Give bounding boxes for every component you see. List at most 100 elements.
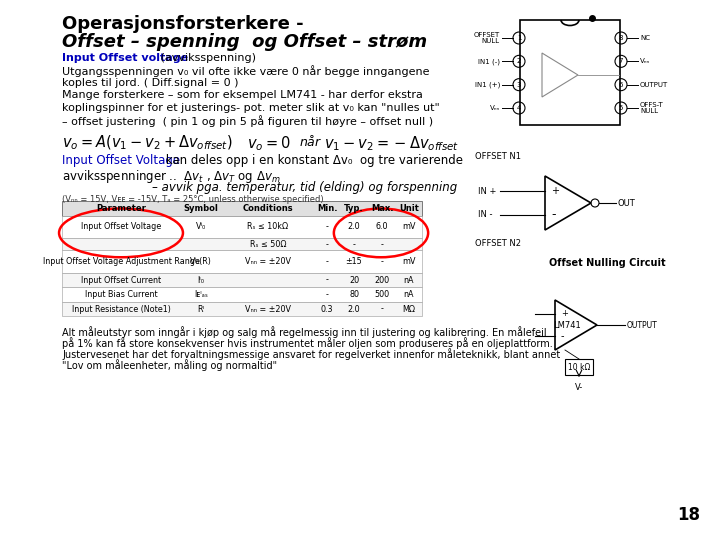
Text: Conditions: Conditions <box>243 204 293 213</box>
Text: (avviksspenning): (avviksspenning) <box>157 53 256 63</box>
Text: Justervesenet har det forvaltningsmessige ansvaret for regelverket innenfor måle: Justervesenet har det forvaltningsmessig… <box>62 348 560 360</box>
Text: Vₙₙ = ±20V: Vₙₙ = ±20V <box>245 257 291 266</box>
Text: IN1 (-): IN1 (-) <box>478 58 500 65</box>
Text: – offset justering  ( pin 1 og pin 5 på figuren til høyre – offset null ): – offset justering ( pin 1 og pin 5 på f… <box>62 116 433 127</box>
Text: ±15: ±15 <box>346 257 362 266</box>
Text: 3: 3 <box>517 82 521 87</box>
Text: Vᴵ₀: Vᴵ₀ <box>196 222 206 231</box>
Text: -: - <box>381 257 384 266</box>
Text: -: - <box>561 331 564 341</box>
Text: -: - <box>325 290 328 299</box>
Text: Typ.: Typ. <box>344 204 364 213</box>
Text: +: + <box>551 186 559 196</box>
Text: Rₛ ≤ 10kΩ: Rₛ ≤ 10kΩ <box>248 222 289 231</box>
Text: V-: V- <box>575 383 583 392</box>
FancyBboxPatch shape <box>62 201 422 215</box>
Text: Iᴵ₀: Iᴵ₀ <box>197 275 204 285</box>
Text: Input Resistance (Note1): Input Resistance (Note1) <box>71 305 171 314</box>
Text: IN1 (+): IN1 (+) <box>474 82 500 88</box>
Text: -: - <box>353 240 356 248</box>
FancyBboxPatch shape <box>62 215 422 238</box>
Text: IN +: IN + <box>478 187 496 195</box>
Text: -: - <box>381 240 384 248</box>
FancyBboxPatch shape <box>62 287 422 302</box>
Text: 4: 4 <box>517 105 521 111</box>
Text: MΩ: MΩ <box>402 305 415 314</box>
Text: Unit: Unit <box>399 204 419 213</box>
Text: Iᴇᴵₐₛ: Iᴇᴵₐₛ <box>194 290 208 299</box>
Text: -: - <box>551 208 556 221</box>
Text: OUT: OUT <box>618 199 636 207</box>
Text: 2: 2 <box>517 58 521 64</box>
Text: 7: 7 <box>618 58 624 64</box>
Text: Input Offset Current: Input Offset Current <box>81 275 161 285</box>
Text: Parameter: Parameter <box>96 204 146 213</box>
Text: Rₛ ≤ 50Ω: Rₛ ≤ 50Ω <box>250 240 287 248</box>
Text: 500: 500 <box>374 290 390 299</box>
Text: 6: 6 <box>618 82 624 87</box>
Text: Vᴵ₀(R): Vᴵ₀(R) <box>190 257 212 266</box>
Text: -: - <box>325 240 328 248</box>
Text: Input Offset voltage: Input Offset voltage <box>62 53 188 63</box>
FancyBboxPatch shape <box>62 238 422 251</box>
Text: Input Bias Current: Input Bias Current <box>85 290 157 299</box>
Text: OUTPUT: OUTPUT <box>627 321 658 329</box>
Text: mV: mV <box>402 257 415 266</box>
Text: Offset – spenning  og Offset – strøm: Offset – spenning og Offset – strøm <box>62 33 427 51</box>
Text: $v_o = 0$: $v_o = 0$ <box>247 134 291 153</box>
Text: Vₙₙ: Vₙₙ <box>490 105 500 111</box>
FancyBboxPatch shape <box>565 359 593 375</box>
Text: kan deles opp i en konstant Δv₀  og tre varierende: kan deles opp i en konstant Δv₀ og tre v… <box>162 154 463 167</box>
Text: Max.: Max. <box>371 204 393 213</box>
Text: Utgangsspenningen v₀ vil ofte ikke være 0 når begge inngangene: Utgangsspenningen v₀ vil ofte ikke være … <box>62 65 430 77</box>
Text: Input Offset Voltage: Input Offset Voltage <box>81 222 161 231</box>
Text: 6.0: 6.0 <box>376 222 388 231</box>
Text: Vₙₙ: Vₙₙ <box>640 58 650 64</box>
Text: 20: 20 <box>349 275 359 285</box>
Text: nA: nA <box>404 275 414 285</box>
FancyBboxPatch shape <box>62 302 422 316</box>
Text: koplingspinner for et justerings- pot. meter slik at v₀ kan "nulles ut": koplingspinner for et justerings- pot. m… <box>62 103 440 113</box>
Text: – avvik pga. temperatur, tid (elding) og forspenning: – avvik pga. temperatur, tid (elding) og… <box>152 181 457 194</box>
Text: Symbol: Symbol <box>184 204 218 213</box>
Text: Alt måleutstyr som inngår i kjøp og salg må regelmessig inn til justering og kal: Alt måleutstyr som inngår i kjøp og salg… <box>62 326 546 338</box>
Text: 5: 5 <box>618 105 624 111</box>
Text: Offset Nulling Circuit: Offset Nulling Circuit <box>549 258 666 268</box>
Text: 8: 8 <box>618 35 624 41</box>
Text: NC: NC <box>640 35 650 41</box>
Text: 2.0: 2.0 <box>348 222 360 231</box>
Text: Vₙₙ = ±20V: Vₙₙ = ±20V <box>245 305 291 314</box>
FancyBboxPatch shape <box>62 273 422 287</box>
Text: Rᴵ: Rᴵ <box>197 305 204 314</box>
Text: 200: 200 <box>374 275 390 285</box>
Text: OFFSET N1: OFFSET N1 <box>475 152 521 161</box>
Text: Operasjonsforsterkere -: Operasjonsforsterkere - <box>62 15 304 33</box>
Text: på 1% kan få store konsekvenser hvis instrumentet måler oljen som produseres på : på 1% kan få store konsekvenser hvis ins… <box>62 338 553 349</box>
Text: $v_o = A\left(v_1 - v_2 + \Delta v_{offset}\right)$: $v_o = A\left(v_1 - v_2 + \Delta v_{offs… <box>62 134 233 152</box>
Text: OFFSET N2: OFFSET N2 <box>475 239 521 248</box>
Text: OFFSET
NULL: OFFSET NULL <box>474 32 500 44</box>
Text: 10 kΩ: 10 kΩ <box>568 362 590 372</box>
Text: avviksspenninger ..  $\Delta v_t$ , $\Delta v_T$ og $\Delta v_m$: avviksspenninger .. $\Delta v_t$ , $\Del… <box>62 168 281 185</box>
Text: n$\aa$r: n$\aa$r <box>299 134 323 149</box>
Text: -: - <box>325 275 328 285</box>
Text: Mange forsterkere – som for eksempel LM741 - har derfor ekstra: Mange forsterkere – som for eksempel LM7… <box>62 91 423 100</box>
Text: +: + <box>561 309 568 319</box>
Text: Min.: Min. <box>317 204 337 213</box>
Text: OUTPUT: OUTPUT <box>640 82 668 87</box>
Text: "Lov om måleenheter, måling og normaltid": "Lov om måleenheter, måling og normaltid… <box>62 359 277 371</box>
Text: Input Offset Voltage Adjustment Range: Input Offset Voltage Adjustment Range <box>42 257 199 266</box>
Text: koples til jord. ( Diff.signal = 0 ): koples til jord. ( Diff.signal = 0 ) <box>62 78 238 88</box>
Text: -: - <box>381 305 384 314</box>
Text: (Vₙₙ = 15V, Vᴇᴇ = -15V, Tₐ = 25°C, unless otherwise specified): (Vₙₙ = 15V, Vᴇᴇ = -15V, Tₐ = 25°C, unles… <box>62 195 323 204</box>
FancyBboxPatch shape <box>520 20 620 125</box>
Text: 0.3: 0.3 <box>320 305 333 314</box>
Text: 18: 18 <box>677 506 700 524</box>
Text: 80: 80 <box>349 290 359 299</box>
Text: IN -: IN - <box>478 211 492 219</box>
Text: OFFS-T
NULL: OFFS-T NULL <box>640 102 664 114</box>
Text: LM741: LM741 <box>553 321 581 329</box>
Text: $v_1 - v_2 = -\Delta v_{offset}$: $v_1 - v_2 = -\Delta v_{offset}$ <box>324 134 459 153</box>
FancyBboxPatch shape <box>62 251 422 273</box>
Text: -: - <box>325 222 328 231</box>
